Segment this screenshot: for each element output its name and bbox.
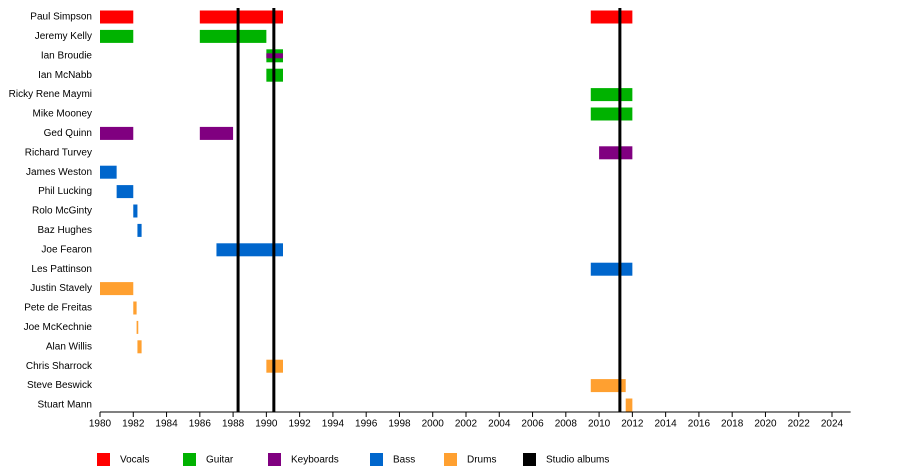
member-bar	[199, 10, 283, 24]
x-tick-label: 2000	[422, 419, 445, 430]
x-tick-label: 2006	[521, 419, 544, 430]
member-label: Ricky Rene Maymi	[9, 89, 92, 100]
x-tick-label: 2014	[655, 419, 678, 430]
member-label: Richard Turvey	[25, 147, 92, 158]
member-label: Alan Willis	[46, 341, 92, 352]
member-bar	[590, 379, 626, 393]
member-label: Paul Simpson	[30, 12, 92, 23]
legend-label: Studio albums	[546, 455, 609, 466]
x-tick-label: 2004	[488, 419, 511, 430]
member-bar	[199, 126, 234, 140]
legend-label: Guitar	[206, 455, 234, 466]
member-bar	[116, 185, 134, 199]
member-label: Ian McNabb	[38, 70, 92, 81]
member-bar	[100, 282, 134, 296]
legend-swatch	[97, 453, 110, 466]
member-label: James Weston	[26, 167, 92, 178]
x-tick-label: 1992	[289, 419, 312, 430]
x-tick-label: 2024	[821, 419, 844, 430]
member-label: Les Pattinson	[31, 264, 92, 275]
x-tick-label: 2020	[754, 419, 777, 430]
member-label: Steve Beswick	[27, 380, 93, 391]
member-label: Joe Fearon	[41, 244, 92, 255]
legend-label: Drums	[467, 455, 496, 466]
member-label: Phil Lucking	[38, 186, 92, 197]
member-bar	[599, 146, 633, 160]
member-bar	[100, 165, 117, 179]
x-tick-label: 1986	[189, 419, 212, 430]
x-tick-label: 2022	[788, 419, 811, 430]
member-bar	[100, 126, 134, 140]
x-tick-label: 1984	[155, 419, 178, 430]
member-bar	[216, 243, 283, 257]
member-bar	[137, 340, 142, 354]
x-tick-label: 2008	[555, 419, 578, 430]
x-tick-label: 1982	[122, 419, 145, 430]
member-label: Jeremy Kelly	[35, 31, 92, 42]
member-bar	[590, 262, 633, 276]
legend-swatch	[370, 453, 383, 466]
member-label: Chris Sharrock	[26, 361, 93, 372]
x-tick-label: 1988	[222, 419, 245, 430]
member-bar	[199, 29, 267, 43]
x-tick-label: 1998	[388, 419, 411, 430]
member-label: Ian Broudie	[41, 50, 93, 61]
member-bar	[100, 10, 134, 24]
x-tick-label: 1980	[89, 419, 112, 430]
legend-label: Bass	[393, 455, 415, 466]
member-label: Joe McKechnie	[24, 322, 93, 333]
legend-swatch	[444, 453, 457, 466]
member-bar	[100, 29, 134, 43]
member-bar	[590, 107, 633, 121]
member-label: Mike Mooney	[33, 109, 92, 120]
x-tick-label: 1994	[322, 419, 345, 430]
x-tick-label: 1990	[255, 419, 278, 430]
member-bar	[133, 301, 137, 315]
legend-label: Keyboards	[291, 455, 339, 466]
x-tick-label: 2012	[621, 419, 644, 430]
member-label: Pete de Freitas	[24, 303, 92, 314]
member-label: Baz Hughes	[38, 225, 92, 236]
x-tick-label: 1996	[355, 419, 378, 430]
member-label: Rolo McGinty	[32, 206, 92, 217]
legend-swatch	[183, 453, 196, 466]
member-label: Justin Stavely	[30, 283, 92, 294]
member-bar	[137, 223, 142, 237]
member-bar	[590, 10, 633, 24]
member-bar	[133, 204, 138, 218]
legend-swatch	[523, 453, 536, 466]
member-bar	[590, 88, 633, 102]
member-bar	[136, 320, 139, 334]
legend-swatch	[268, 453, 281, 466]
legend-label: Vocals	[120, 455, 149, 466]
x-tick-label: 2010	[588, 419, 611, 430]
member-label: Ged Quinn	[44, 128, 92, 139]
x-tick-label: 2002	[455, 419, 478, 430]
member-label: Stuart Mann	[38, 400, 92, 411]
member-bar	[625, 398, 633, 412]
x-tick-label: 2016	[688, 419, 711, 430]
x-tick-label: 2018	[721, 419, 744, 430]
